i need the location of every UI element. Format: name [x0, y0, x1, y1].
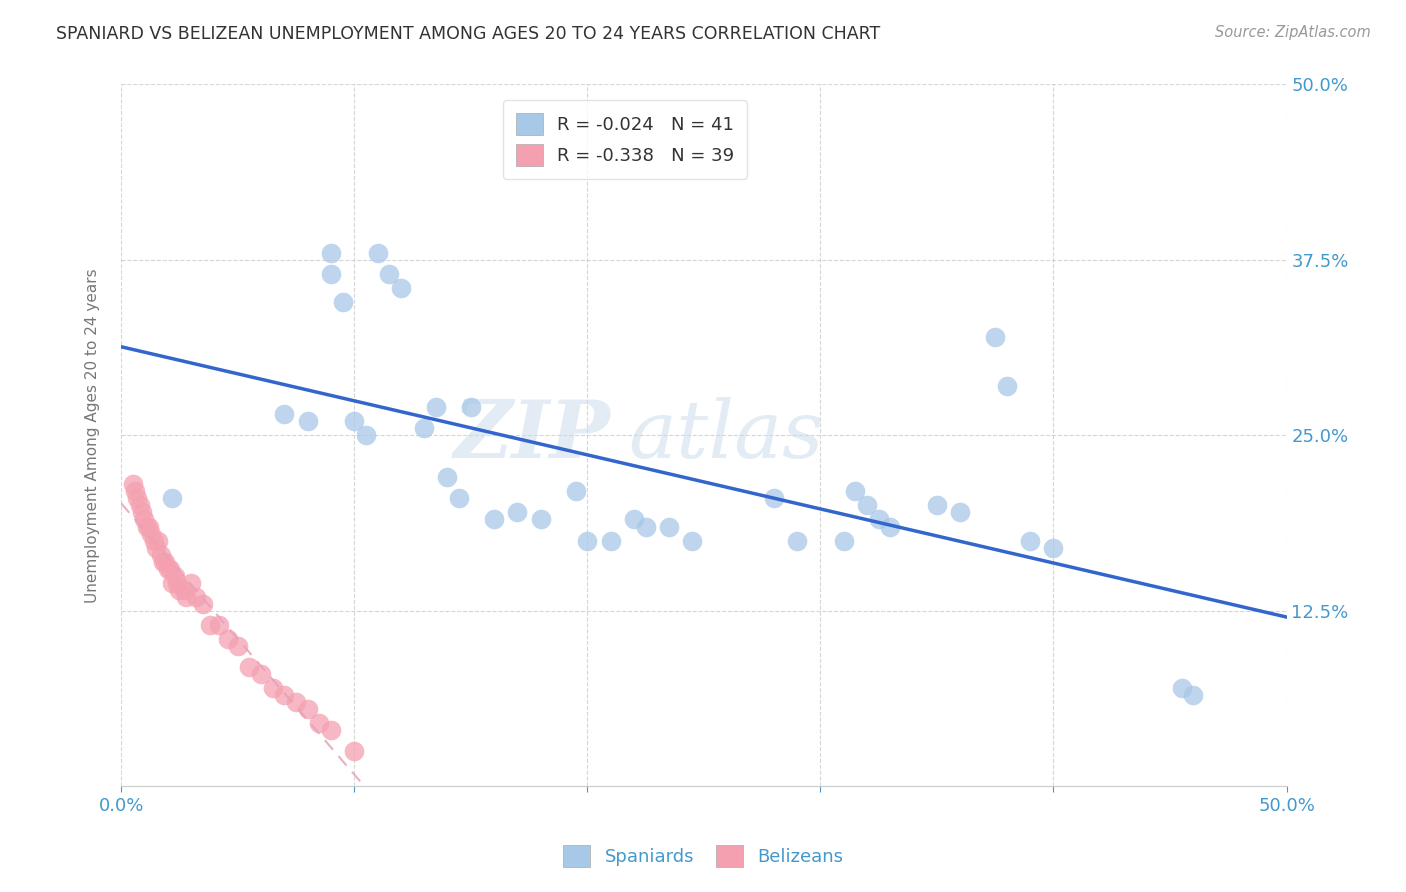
- Point: [297, 702, 319, 716]
- Point: [425, 401, 447, 415]
- Point: [273, 688, 295, 702]
- Point: [127, 491, 149, 506]
- Point: [131, 506, 153, 520]
- Point: [564, 484, 586, 499]
- Point: [413, 421, 436, 435]
- Point: [156, 561, 179, 575]
- Point: [530, 512, 553, 526]
- Point: [308, 716, 330, 731]
- Point: [159, 561, 181, 575]
- Point: [162, 491, 184, 506]
- Point: [599, 533, 621, 548]
- Point: [634, 519, 657, 533]
- Point: [449, 491, 471, 506]
- Point: [208, 617, 231, 632]
- Point: [180, 575, 202, 590]
- Point: [152, 555, 174, 569]
- Point: [169, 582, 191, 597]
- Point: [332, 295, 354, 310]
- Point: [1170, 681, 1192, 695]
- Point: [238, 660, 260, 674]
- Point: [284, 695, 307, 709]
- Point: [925, 499, 948, 513]
- Point: [128, 499, 150, 513]
- Point: [173, 582, 195, 597]
- Point: [262, 681, 284, 695]
- Point: [856, 499, 879, 513]
- Point: [148, 533, 170, 548]
- Point: [460, 401, 482, 415]
- Point: [217, 632, 239, 646]
- Point: [138, 519, 160, 533]
- Point: [166, 575, 188, 590]
- Point: [984, 330, 1007, 344]
- Point: [319, 245, 342, 260]
- Point: [623, 512, 645, 526]
- Legend: R = -0.024   N = 41, R = -0.338   N = 39: R = -0.024 N = 41, R = -0.338 N = 39: [503, 101, 747, 178]
- Point: [319, 267, 342, 281]
- Point: [389, 281, 412, 295]
- Point: [149, 548, 172, 562]
- Point: [879, 519, 901, 533]
- Point: [343, 744, 366, 758]
- Point: [762, 491, 785, 506]
- Point: [506, 506, 529, 520]
- Text: atlas: atlas: [628, 397, 824, 474]
- Point: [145, 541, 167, 555]
- Point: [142, 533, 165, 548]
- Point: [844, 484, 866, 499]
- Point: [367, 245, 389, 260]
- Point: [226, 639, 249, 653]
- Point: [297, 414, 319, 428]
- Point: [121, 477, 143, 491]
- Text: SPANIARD VS BELIZEAN UNEMPLOYMENT AMONG AGES 20 TO 24 YEARS CORRELATION CHART: SPANIARD VS BELIZEAN UNEMPLOYMENT AMONG …: [56, 25, 880, 43]
- Point: [134, 512, 156, 526]
- Y-axis label: Unemployment Among Ages 20 to 24 years: Unemployment Among Ages 20 to 24 years: [86, 268, 100, 603]
- Point: [868, 512, 890, 526]
- Point: [1042, 541, 1064, 555]
- Point: [832, 533, 855, 548]
- Point: [198, 617, 221, 632]
- Point: [1019, 533, 1042, 548]
- Point: [482, 512, 505, 526]
- Point: [250, 666, 273, 681]
- Point: [576, 533, 599, 548]
- Point: [319, 723, 342, 737]
- Point: [273, 407, 295, 421]
- Point: [343, 414, 366, 428]
- Point: [786, 533, 808, 548]
- Point: [135, 519, 157, 533]
- Text: Source: ZipAtlas.com: Source: ZipAtlas.com: [1215, 25, 1371, 40]
- Legend: Spaniards, Belizeans: Spaniards, Belizeans: [555, 838, 851, 874]
- Point: [995, 379, 1018, 393]
- Point: [436, 470, 458, 484]
- Point: [354, 428, 377, 442]
- Point: [184, 590, 207, 604]
- Point: [155, 555, 177, 569]
- Point: [141, 526, 163, 541]
- Text: ZIP: ZIP: [454, 397, 610, 474]
- Point: [176, 590, 198, 604]
- Point: [163, 568, 186, 582]
- Point: [162, 575, 184, 590]
- Point: [191, 597, 214, 611]
- Point: [949, 506, 972, 520]
- Point: [1182, 688, 1205, 702]
- Point: [378, 267, 401, 281]
- Point: [124, 484, 146, 499]
- Point: [681, 533, 703, 548]
- Point: [658, 519, 681, 533]
